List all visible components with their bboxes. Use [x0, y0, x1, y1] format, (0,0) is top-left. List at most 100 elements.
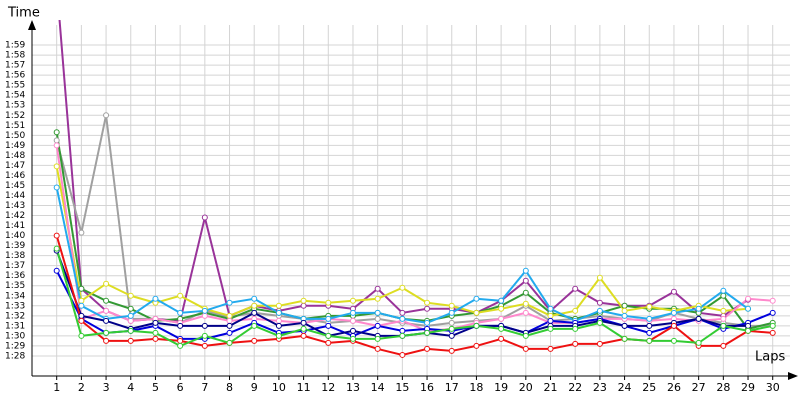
- y-tick-label: 1:45: [5, 181, 25, 191]
- point: [177, 337, 184, 344]
- point: [78, 302, 85, 309]
- point: [473, 309, 480, 316]
- point: [275, 302, 282, 309]
- point: [695, 305, 702, 312]
- point: [226, 317, 233, 324]
- point: [621, 312, 628, 319]
- point: [448, 319, 455, 326]
- x-tick-label: 5: [152, 381, 159, 394]
- y-tick-label: 1:28: [5, 351, 25, 361]
- point: [621, 335, 628, 342]
- point: [152, 329, 159, 336]
- point: [251, 309, 258, 316]
- point: [522, 267, 529, 274]
- x-tick-label: 15: [395, 381, 409, 394]
- point: [695, 339, 702, 346]
- point: [498, 315, 505, 322]
- point: [769, 322, 776, 329]
- y-tick-label: 1:48: [5, 151, 25, 161]
- point: [127, 312, 134, 319]
- point: [226, 299, 233, 306]
- point: [325, 339, 332, 346]
- point: [745, 305, 752, 312]
- x-tick-label: 12: [321, 381, 335, 394]
- series-line: [55, 235, 773, 356]
- point: [152, 295, 159, 302]
- point: [251, 302, 258, 309]
- point: [201, 322, 208, 329]
- point: [720, 292, 727, 299]
- point: [621, 322, 628, 329]
- point: [745, 327, 752, 334]
- point: [53, 129, 60, 136]
- point: [720, 342, 727, 349]
- point: [695, 315, 702, 322]
- point: [127, 327, 134, 334]
- point: [103, 329, 110, 336]
- point: [547, 312, 554, 319]
- point: [424, 329, 431, 336]
- point: [103, 297, 110, 304]
- point: [448, 309, 455, 316]
- point: [127, 292, 134, 299]
- point: [349, 335, 356, 342]
- point: [300, 332, 307, 339]
- y-tick-label: 1:33: [5, 301, 25, 311]
- point: [374, 309, 381, 316]
- point: [78, 297, 85, 304]
- point: [572, 325, 579, 332]
- y-tick-label: 1:43: [5, 201, 25, 211]
- point: [424, 305, 431, 312]
- series-line: [55, 270, 774, 340]
- point: [300, 325, 307, 332]
- x-tick-label: 18: [469, 381, 483, 394]
- point: [53, 184, 60, 191]
- point: [127, 305, 134, 312]
- y-tick-label: 1:53: [5, 101, 25, 111]
- point: [374, 295, 381, 302]
- point: [251, 322, 258, 329]
- point: [596, 340, 603, 347]
- point: [226, 322, 233, 329]
- point: [498, 297, 505, 304]
- point: [522, 289, 529, 296]
- y-tick-label: 1:31: [5, 321, 25, 331]
- point: [103, 307, 110, 314]
- point: [127, 317, 134, 324]
- point: [596, 319, 603, 326]
- point: [646, 329, 653, 336]
- point: [374, 322, 381, 329]
- point: [547, 345, 554, 352]
- point: [547, 325, 554, 332]
- point: [399, 284, 406, 291]
- point: [745, 295, 752, 302]
- point: [78, 332, 85, 339]
- point: [201, 332, 208, 339]
- point: [473, 322, 480, 329]
- point: [53, 163, 60, 170]
- point: [53, 267, 60, 274]
- point: [745, 322, 752, 329]
- point: [251, 295, 258, 302]
- y-tick-label: 1:32: [5, 311, 25, 321]
- point: [349, 327, 356, 334]
- point: [596, 299, 603, 306]
- point: [670, 309, 677, 316]
- x-tick-label: 1: [53, 381, 60, 394]
- x-tick-label: 20: [519, 381, 533, 394]
- point: [720, 322, 727, 329]
- point: [325, 332, 332, 339]
- point: [646, 322, 653, 329]
- point: [226, 339, 233, 346]
- x-tick-label: 3: [103, 381, 110, 394]
- series-line: [55, 145, 773, 332]
- point: [226, 312, 233, 319]
- y-tick-label: 1:40: [5, 231, 25, 241]
- point: [522, 332, 529, 339]
- x-tick-label: 8: [226, 381, 233, 394]
- point: [201, 307, 208, 314]
- y-tick-label: 1:49: [5, 141, 25, 151]
- point: [547, 317, 554, 324]
- point: [325, 315, 332, 322]
